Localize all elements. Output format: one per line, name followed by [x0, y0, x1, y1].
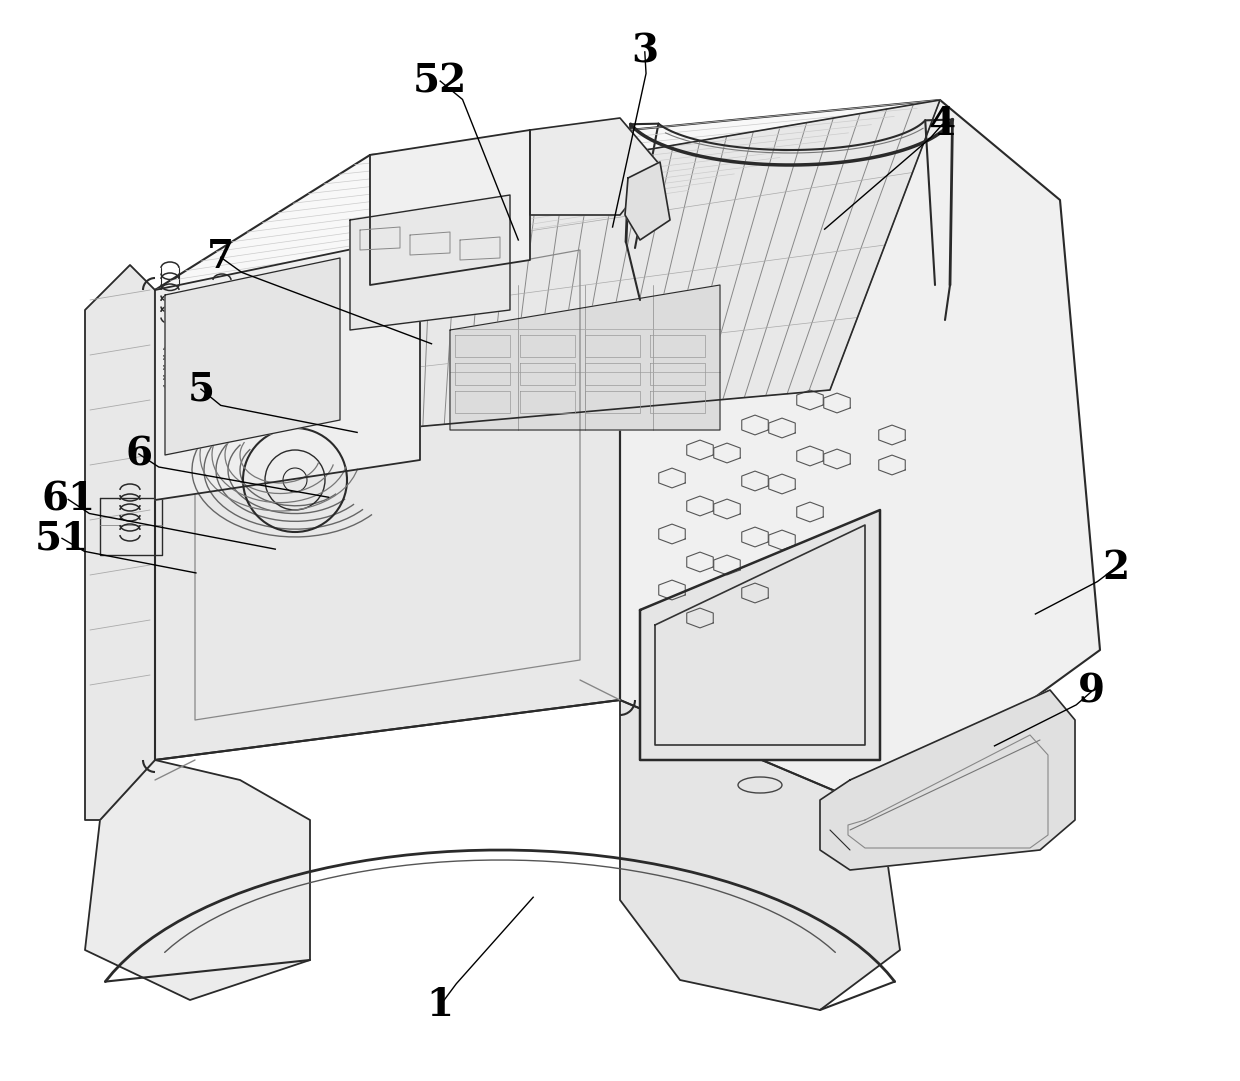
Polygon shape	[450, 285, 720, 430]
Polygon shape	[529, 118, 660, 215]
Polygon shape	[155, 235, 420, 501]
Text: 2: 2	[1102, 548, 1130, 587]
Polygon shape	[620, 700, 900, 1010]
Polygon shape	[620, 101, 1100, 810]
Polygon shape	[86, 265, 155, 820]
Text: 6: 6	[125, 435, 153, 473]
Polygon shape	[625, 162, 670, 240]
Polygon shape	[165, 258, 340, 455]
Polygon shape	[379, 101, 940, 430]
Text: 7: 7	[207, 238, 234, 277]
Polygon shape	[640, 510, 880, 760]
Text: 51: 51	[35, 519, 89, 558]
Text: 5: 5	[187, 370, 215, 409]
Polygon shape	[820, 690, 1075, 870]
Text: 3: 3	[631, 32, 658, 71]
Text: 1: 1	[427, 986, 454, 1025]
Polygon shape	[86, 760, 310, 1000]
Text: 61: 61	[41, 480, 95, 519]
Polygon shape	[155, 215, 620, 760]
Text: 52: 52	[413, 62, 467, 101]
Text: 9: 9	[1078, 672, 1105, 711]
Text: 4: 4	[929, 105, 956, 144]
Polygon shape	[155, 101, 940, 290]
Polygon shape	[350, 195, 510, 330]
Polygon shape	[370, 130, 529, 285]
